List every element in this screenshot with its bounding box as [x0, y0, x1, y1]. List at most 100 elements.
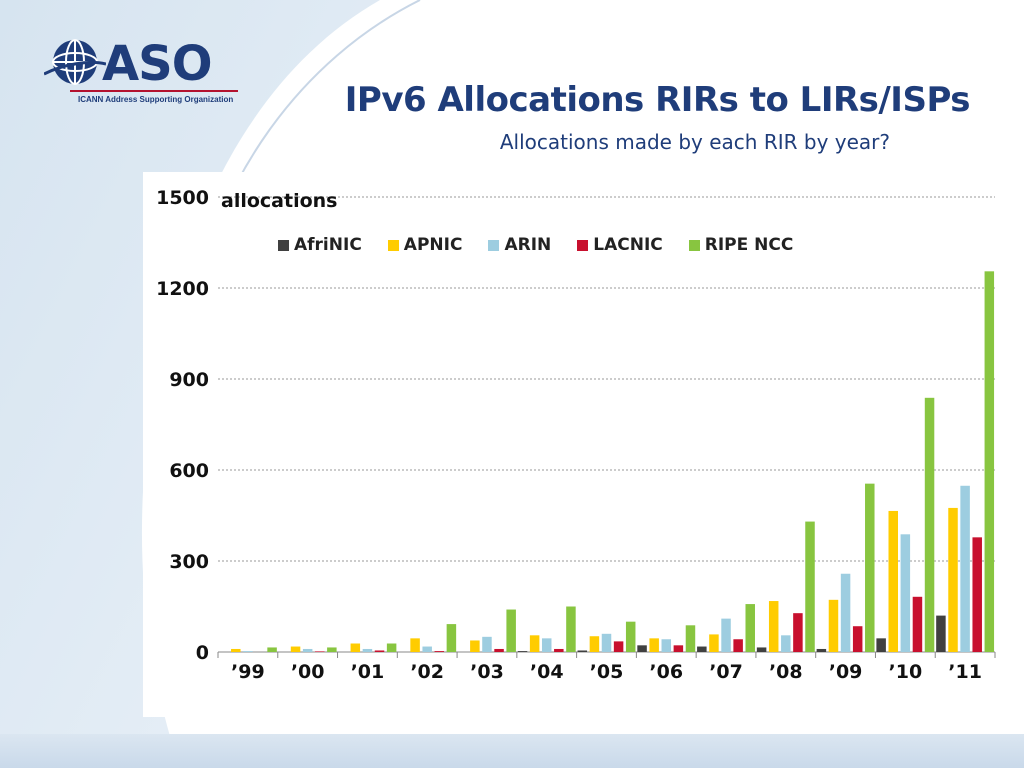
- bar-arin: [362, 648, 373, 652]
- bar-arin: [482, 636, 492, 652]
- legend-swatch: [488, 239, 500, 251]
- bar-lacnic: [494, 648, 504, 652]
- bar-arin: [422, 646, 432, 652]
- legend-item: ARIN: [488, 235, 551, 255]
- bar-apnic: [410, 638, 420, 652]
- bar-apnic: [529, 635, 540, 652]
- bar-afrinic: [517, 651, 528, 652]
- bar-lacnic: [315, 651, 325, 652]
- bar-afrinic: [816, 648, 827, 652]
- bar-ripe-ncc: [566, 606, 576, 652]
- bar-ripe-ncc: [625, 621, 636, 652]
- slide-title: IPv6 Allocations RIRs to LIRs/ISPs: [344, 80, 971, 120]
- bar-arin: [661, 639, 672, 652]
- logo-tagline: ICANN Address Supporting Organization: [78, 95, 234, 104]
- aso-logo: ASO ICANN Address Supporting Organizatio…: [40, 34, 240, 108]
- bar-arin: [541, 638, 552, 652]
- x-tick-label: ’07: [709, 661, 743, 683]
- bar-ripe-ncc: [865, 483, 875, 652]
- x-tick-label: ’01: [351, 661, 385, 683]
- x-tick-label: ’99: [231, 661, 265, 683]
- bar-arin: [721, 618, 731, 652]
- bar-lacnic: [613, 641, 624, 652]
- bar-apnic: [231, 648, 241, 652]
- logo-wordmark: ASO: [102, 36, 213, 92]
- bar-apnic: [768, 601, 779, 652]
- bar-arin: [601, 633, 612, 652]
- legend-label: RIPE NCC: [704, 235, 794, 255]
- y-tick-label: 0: [196, 642, 209, 664]
- x-tick-label: ’09: [829, 661, 863, 683]
- bar-ripe-ncc: [745, 604, 755, 652]
- slide-subtitle: Allocations made by each RIR by year?: [499, 130, 890, 154]
- bar-apnic: [828, 599, 839, 652]
- y-axis-title: allocations: [221, 190, 338, 212]
- bar-apnic: [350, 643, 361, 652]
- x-tick-label: ’10: [889, 661, 923, 683]
- legend-label: LACNIC: [593, 235, 663, 255]
- bar-afrinic: [756, 647, 767, 652]
- bar-lacnic: [554, 648, 564, 652]
- x-tick-label: ’11: [948, 661, 982, 683]
- bar-ripe-ncc: [924, 397, 935, 652]
- x-tick-label: ’04: [530, 661, 564, 683]
- bar-ripe-ncc: [386, 643, 397, 652]
- bar-lacnic: [733, 639, 743, 652]
- bar-lacnic: [912, 596, 923, 652]
- bar-afrinic: [936, 615, 946, 652]
- legend-item: AfriNIC: [278, 235, 362, 255]
- bar-ripe-ncc: [506, 609, 516, 652]
- x-tick-label: ’08: [769, 661, 803, 683]
- bar-lacnic: [852, 626, 863, 652]
- globe-icon: [44, 39, 106, 85]
- x-tick-label: ’05: [590, 661, 624, 683]
- bar-arin: [243, 651, 253, 652]
- bar-lacnic: [972, 537, 982, 652]
- bar-ripe-ncc: [446, 624, 457, 652]
- bar-apnic: [290, 646, 301, 652]
- y-tick-label: 1200: [156, 278, 209, 300]
- bar-apnic: [470, 640, 480, 652]
- bar-afrinic: [637, 645, 647, 652]
- legend-label: APNIC: [403, 235, 463, 255]
- bar-apnic: [709, 634, 719, 652]
- bar-lacnic: [434, 651, 445, 652]
- legend-label: ARIN: [504, 235, 552, 255]
- legend-item: RIPE NCC: [688, 235, 794, 255]
- bar-arin: [960, 485, 970, 652]
- x-tick-label: ’00: [291, 661, 325, 683]
- legend-item: LACNIC: [577, 235, 663, 255]
- bar-afrinic: [577, 650, 588, 652]
- bar-afrinic: [876, 638, 886, 652]
- bar-apnic: [649, 638, 659, 652]
- chart-area: 0 300 600 900 1200 1500 ’99 ’00 ’01 ’02 ’03 ’04 ’05 ’…: [143, 172, 999, 717]
- bar-ripe-ncc: [327, 647, 337, 652]
- chart-legend: AfriNIC APNIC ARIN LACNIC RIPE NCC: [278, 232, 819, 258]
- x-tick-label: ’03: [470, 661, 504, 683]
- bar-arin: [302, 648, 313, 652]
- bar-apnic: [948, 507, 958, 652]
- x-tick-label: ’06: [649, 661, 683, 683]
- x-tick-label: ’02: [410, 661, 444, 683]
- y-tick-label: 900: [169, 369, 209, 391]
- bar-ripe-ncc: [685, 625, 696, 652]
- legend-label: AfriNIC: [294, 235, 362, 255]
- legend-item: APNIC: [387, 235, 463, 255]
- bar-apnic: [589, 636, 600, 652]
- legend-swatch: [577, 239, 589, 251]
- bar-ripe-ncc: [984, 271, 995, 652]
- bar-arin: [900, 534, 911, 652]
- y-tick-label: 600: [169, 460, 209, 482]
- legend-swatch: [688, 239, 700, 251]
- legend-swatch: [387, 239, 399, 251]
- bottom-band: [0, 734, 1024, 768]
- bar-apnic: [888, 510, 898, 652]
- bar-chart: 0 300 600 900 1200 1500 ’99 ’00 ’01 ’02 ’03 ’04 ’05 ’…: [156, 187, 996, 683]
- bar-lacnic: [793, 613, 803, 652]
- bar-afrinic: [697, 646, 707, 652]
- bar-arin: [840, 573, 851, 652]
- y-tick-label: 300: [169, 551, 209, 573]
- bar-ripe-ncc: [267, 647, 277, 652]
- bar-lacnic: [374, 650, 385, 652]
- bar-ripe-ncc: [805, 521, 815, 652]
